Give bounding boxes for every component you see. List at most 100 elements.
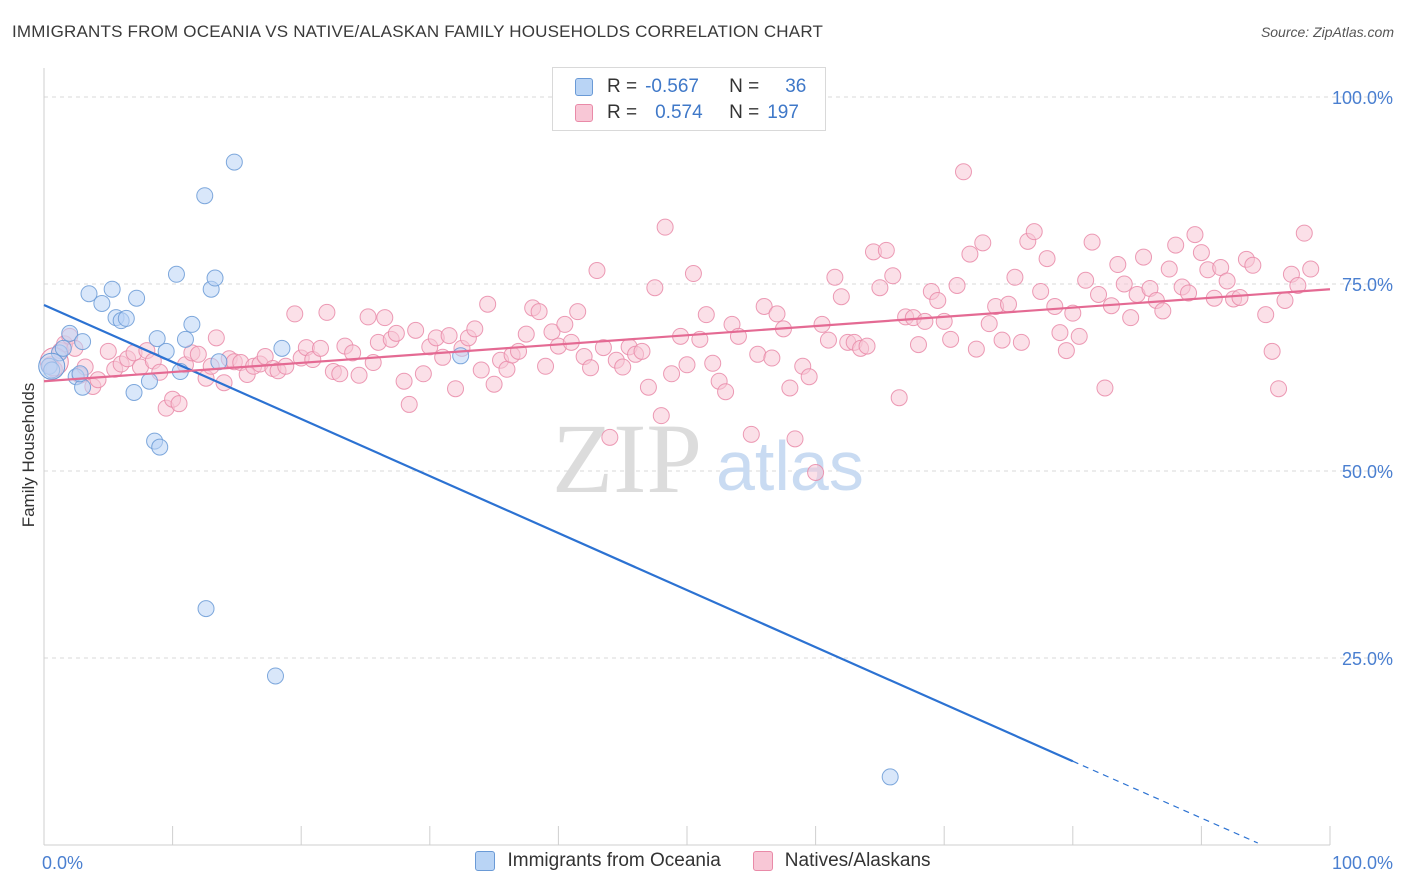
data-point-pink: [948, 276, 966, 294]
data-point-pink: [1135, 248, 1153, 266]
data-point-pink: [1160, 260, 1178, 278]
data-point-blue: [54, 339, 72, 357]
data-point-pink: [858, 337, 876, 355]
data-point-pink: [1231, 288, 1249, 306]
y-axis-label: Family Households: [19, 383, 38, 528]
data-point-pink: [1244, 256, 1262, 274]
grid-lines: [44, 96, 1392, 659]
data-point-pink: [189, 345, 207, 363]
data-point-pink: [395, 372, 413, 390]
data-point-pink: [414, 365, 432, 383]
bottom-legend-pink: Natives/Alaskans: [752, 850, 931, 872]
legend-n-label: N =: [729, 102, 760, 123]
legend: R = -0.567 N = 36 R = 0.574 N = 197: [552, 67, 826, 131]
data-point-pink: [980, 315, 998, 333]
data-point-blue: [176, 330, 194, 348]
data-point-pink: [800, 368, 818, 386]
data-point-blue: [225, 153, 243, 171]
data-point-pink: [1263, 342, 1281, 360]
data-point-pink: [781, 379, 799, 397]
data-point-pink: [704, 354, 722, 372]
data-point-blue: [128, 289, 146, 307]
data-point-pink: [967, 340, 985, 358]
data-point-pink: [89, 371, 107, 389]
data-point-pink: [485, 375, 503, 393]
data-point-pink: [639, 378, 657, 396]
data-point-pink: [350, 366, 368, 384]
data-point-blue: [125, 383, 143, 401]
data-point-pink: [1032, 282, 1050, 300]
blue-points: [38, 153, 899, 786]
data-point-pink: [447, 380, 465, 398]
data-point-pink: [1295, 224, 1313, 242]
data-point-pink: [376, 309, 394, 327]
data-point-pink: [400, 395, 418, 413]
data-point-pink: [1025, 223, 1043, 241]
legend-r-label: R =: [607, 102, 638, 123]
bottom-legend-swatch-pink: [752, 851, 773, 871]
legend-r-value-pink: 0.574: [655, 102, 703, 123]
data-point-pink: [942, 330, 960, 348]
data-point-pink: [594, 339, 612, 357]
data-point-pink: [1257, 306, 1275, 324]
data-point-blue: [273, 339, 291, 357]
data-point-pink: [633, 342, 651, 360]
bottom-legend-label-blue: Immigrants from Oceania: [507, 850, 721, 871]
data-point-pink: [582, 359, 600, 377]
data-point-pink: [407, 321, 425, 339]
data-point-pink: [344, 344, 362, 362]
data-point-blue: [148, 330, 166, 348]
data-point-pink: [697, 306, 715, 324]
data-point-pink: [819, 331, 837, 349]
data-point-pink: [466, 320, 484, 338]
data-point-pink: [1006, 268, 1024, 286]
data-point-pink: [763, 349, 781, 367]
axis-labels: 100.0% 75.0% 50.0% 25.0% 0.0% 100.0% Family Ho…: [19, 88, 1393, 873]
data-point-pink: [1276, 291, 1294, 309]
data-point-pink: [1154, 302, 1172, 320]
data-point-pink: [1051, 324, 1069, 342]
legend-row-blue: R = -0.567 N = 36: [575, 75, 806, 99]
data-point-pink: [1115, 275, 1133, 293]
data-point-pink: [1083, 233, 1101, 251]
data-point-pink: [1109, 256, 1127, 274]
trend-lines: [43, 288, 1331, 844]
trend-line-blue: [43, 303, 1074, 763]
data-point-pink: [1302, 260, 1320, 278]
x-tick-label-max: 100.0%: [1332, 853, 1393, 873]
data-point-pink: [1046, 297, 1064, 315]
x-tick-label-min: 0.0%: [42, 853, 83, 873]
data-point-pink: [1122, 309, 1140, 327]
source-label: Source: ZipAtlas.com: [1260, 24, 1394, 40]
data-point-pink: [678, 356, 696, 374]
bottom-legend-label-pink: Natives/Alaskans: [784, 850, 931, 871]
bottom-legend-swatch-blue: [475, 851, 496, 871]
data-point-pink: [1218, 272, 1236, 290]
legend-n-label: N =: [729, 76, 760, 97]
legend-swatch-blue: [575, 78, 593, 96]
data-point-pink: [498, 360, 516, 378]
data-point-pink: [684, 265, 702, 283]
data-point-pink: [656, 218, 674, 236]
data-point-pink: [663, 365, 681, 383]
data-point-pink: [652, 407, 670, 425]
trend-line-extension-blue: [1072, 760, 1259, 844]
data-point-pink: [1180, 284, 1198, 302]
data-point-pink: [1038, 250, 1056, 268]
data-point-blue: [206, 269, 224, 287]
data-point-pink: [1167, 236, 1185, 254]
y-tick-label: 100.0%: [1332, 88, 1393, 108]
data-point-blue: [151, 438, 169, 456]
data-point-pink: [543, 323, 561, 341]
data-point-pink: [1070, 327, 1088, 345]
legend-row-pink: R = 0.574 N = 197: [575, 101, 799, 125]
data-point-pink: [1096, 379, 1114, 397]
data-point-blue: [881, 768, 899, 786]
trend-line-pink: [43, 288, 1331, 383]
data-point-pink: [601, 428, 619, 446]
data-point-pink: [99, 342, 117, 360]
watermark-zip: ZIP: [552, 403, 702, 514]
data-point-blue: [38, 352, 66, 380]
data-point-blue: [117, 309, 135, 327]
